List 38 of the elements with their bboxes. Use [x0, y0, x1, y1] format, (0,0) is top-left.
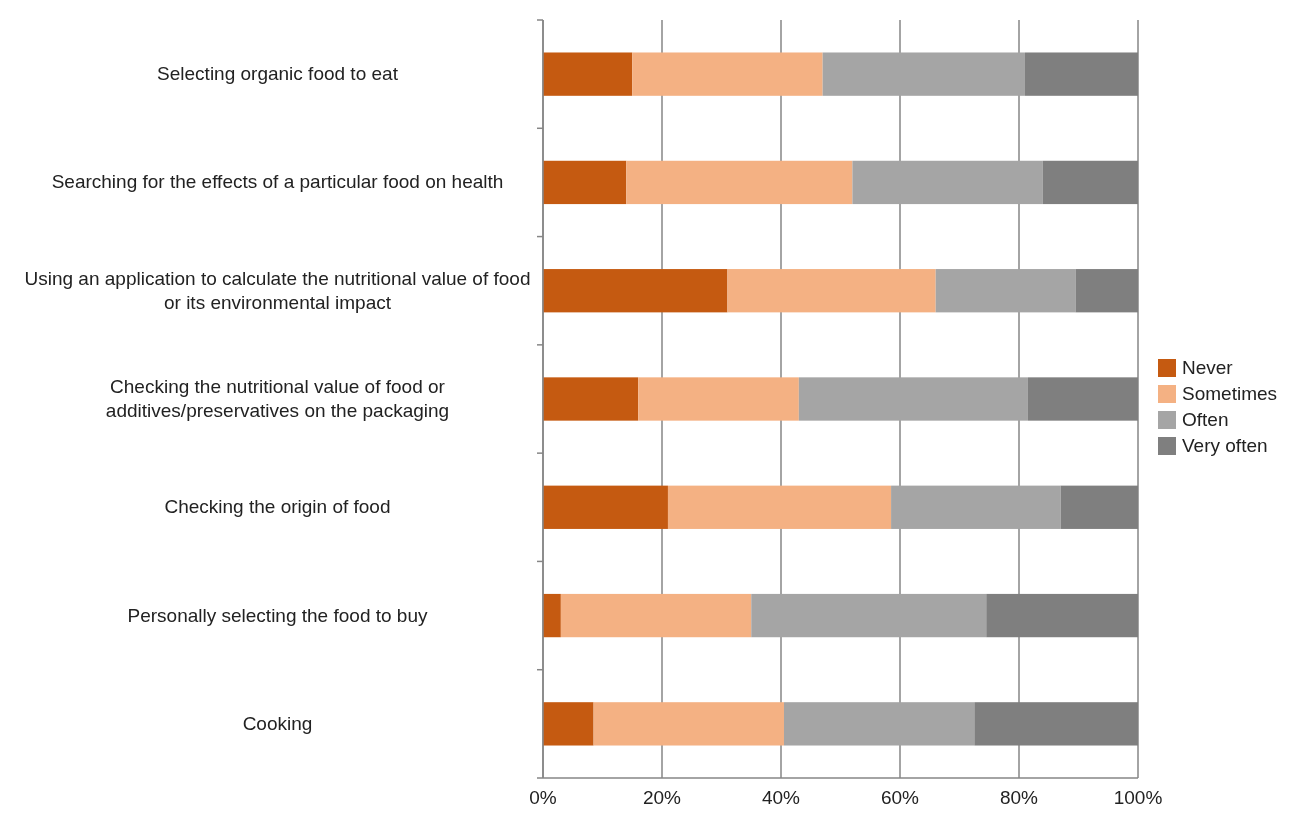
y-tick-label: Checking the origin of food: [164, 496, 391, 518]
bar: [638, 377, 799, 421]
x-tick-label: 20%: [642, 787, 682, 808]
bar: [632, 52, 823, 96]
x-tick-label: 80%: [999, 787, 1039, 808]
bar: [543, 702, 594, 746]
bar: [593, 702, 784, 746]
y-tick-label: Personally selecting the food to buy: [127, 604, 428, 626]
legend-label: Sometimes: [1182, 383, 1278, 404]
bar: [667, 485, 892, 529]
x-tick-label: 60%: [880, 787, 920, 808]
y-tick-label: Checking the nutritional value of food or additives/preservatives on the packaging: [105, 376, 450, 421]
legend-label: Very often: [1182, 435, 1268, 456]
bar: [543, 377, 639, 421]
bar: [783, 702, 975, 746]
bar: [891, 485, 1061, 529]
x-tick-label: 100%: [1113, 787, 1163, 808]
y-tick-label: Searching for the effects of a particular food on health: [51, 171, 504, 193]
y-tick-label: Cooking: [242, 712, 313, 734]
y-tick-label: Using an application to calculate the nutritional value of food or its environmental impact: [24, 267, 531, 313]
bar: [543, 52, 633, 96]
bar: [822, 52, 1025, 96]
bar: [852, 160, 1043, 205]
legend-label: Often: [1182, 409, 1229, 430]
bar: [798, 377, 1028, 421]
bar: [543, 160, 627, 205]
legend-label: Never: [1182, 357, 1234, 378]
bar: [560, 593, 752, 638]
bar: [543, 485, 668, 529]
bar: [727, 269, 936, 313]
bar: [935, 269, 1076, 313]
x-tick-label: 0%: [529, 787, 557, 808]
bar: [626, 160, 853, 205]
x-tick-label: 40%: [761, 787, 801, 808]
y-tick-label: Selecting organic food to eat: [157, 63, 399, 85]
bar: [543, 593, 561, 638]
bar: [751, 593, 987, 638]
bar: [543, 269, 728, 313]
